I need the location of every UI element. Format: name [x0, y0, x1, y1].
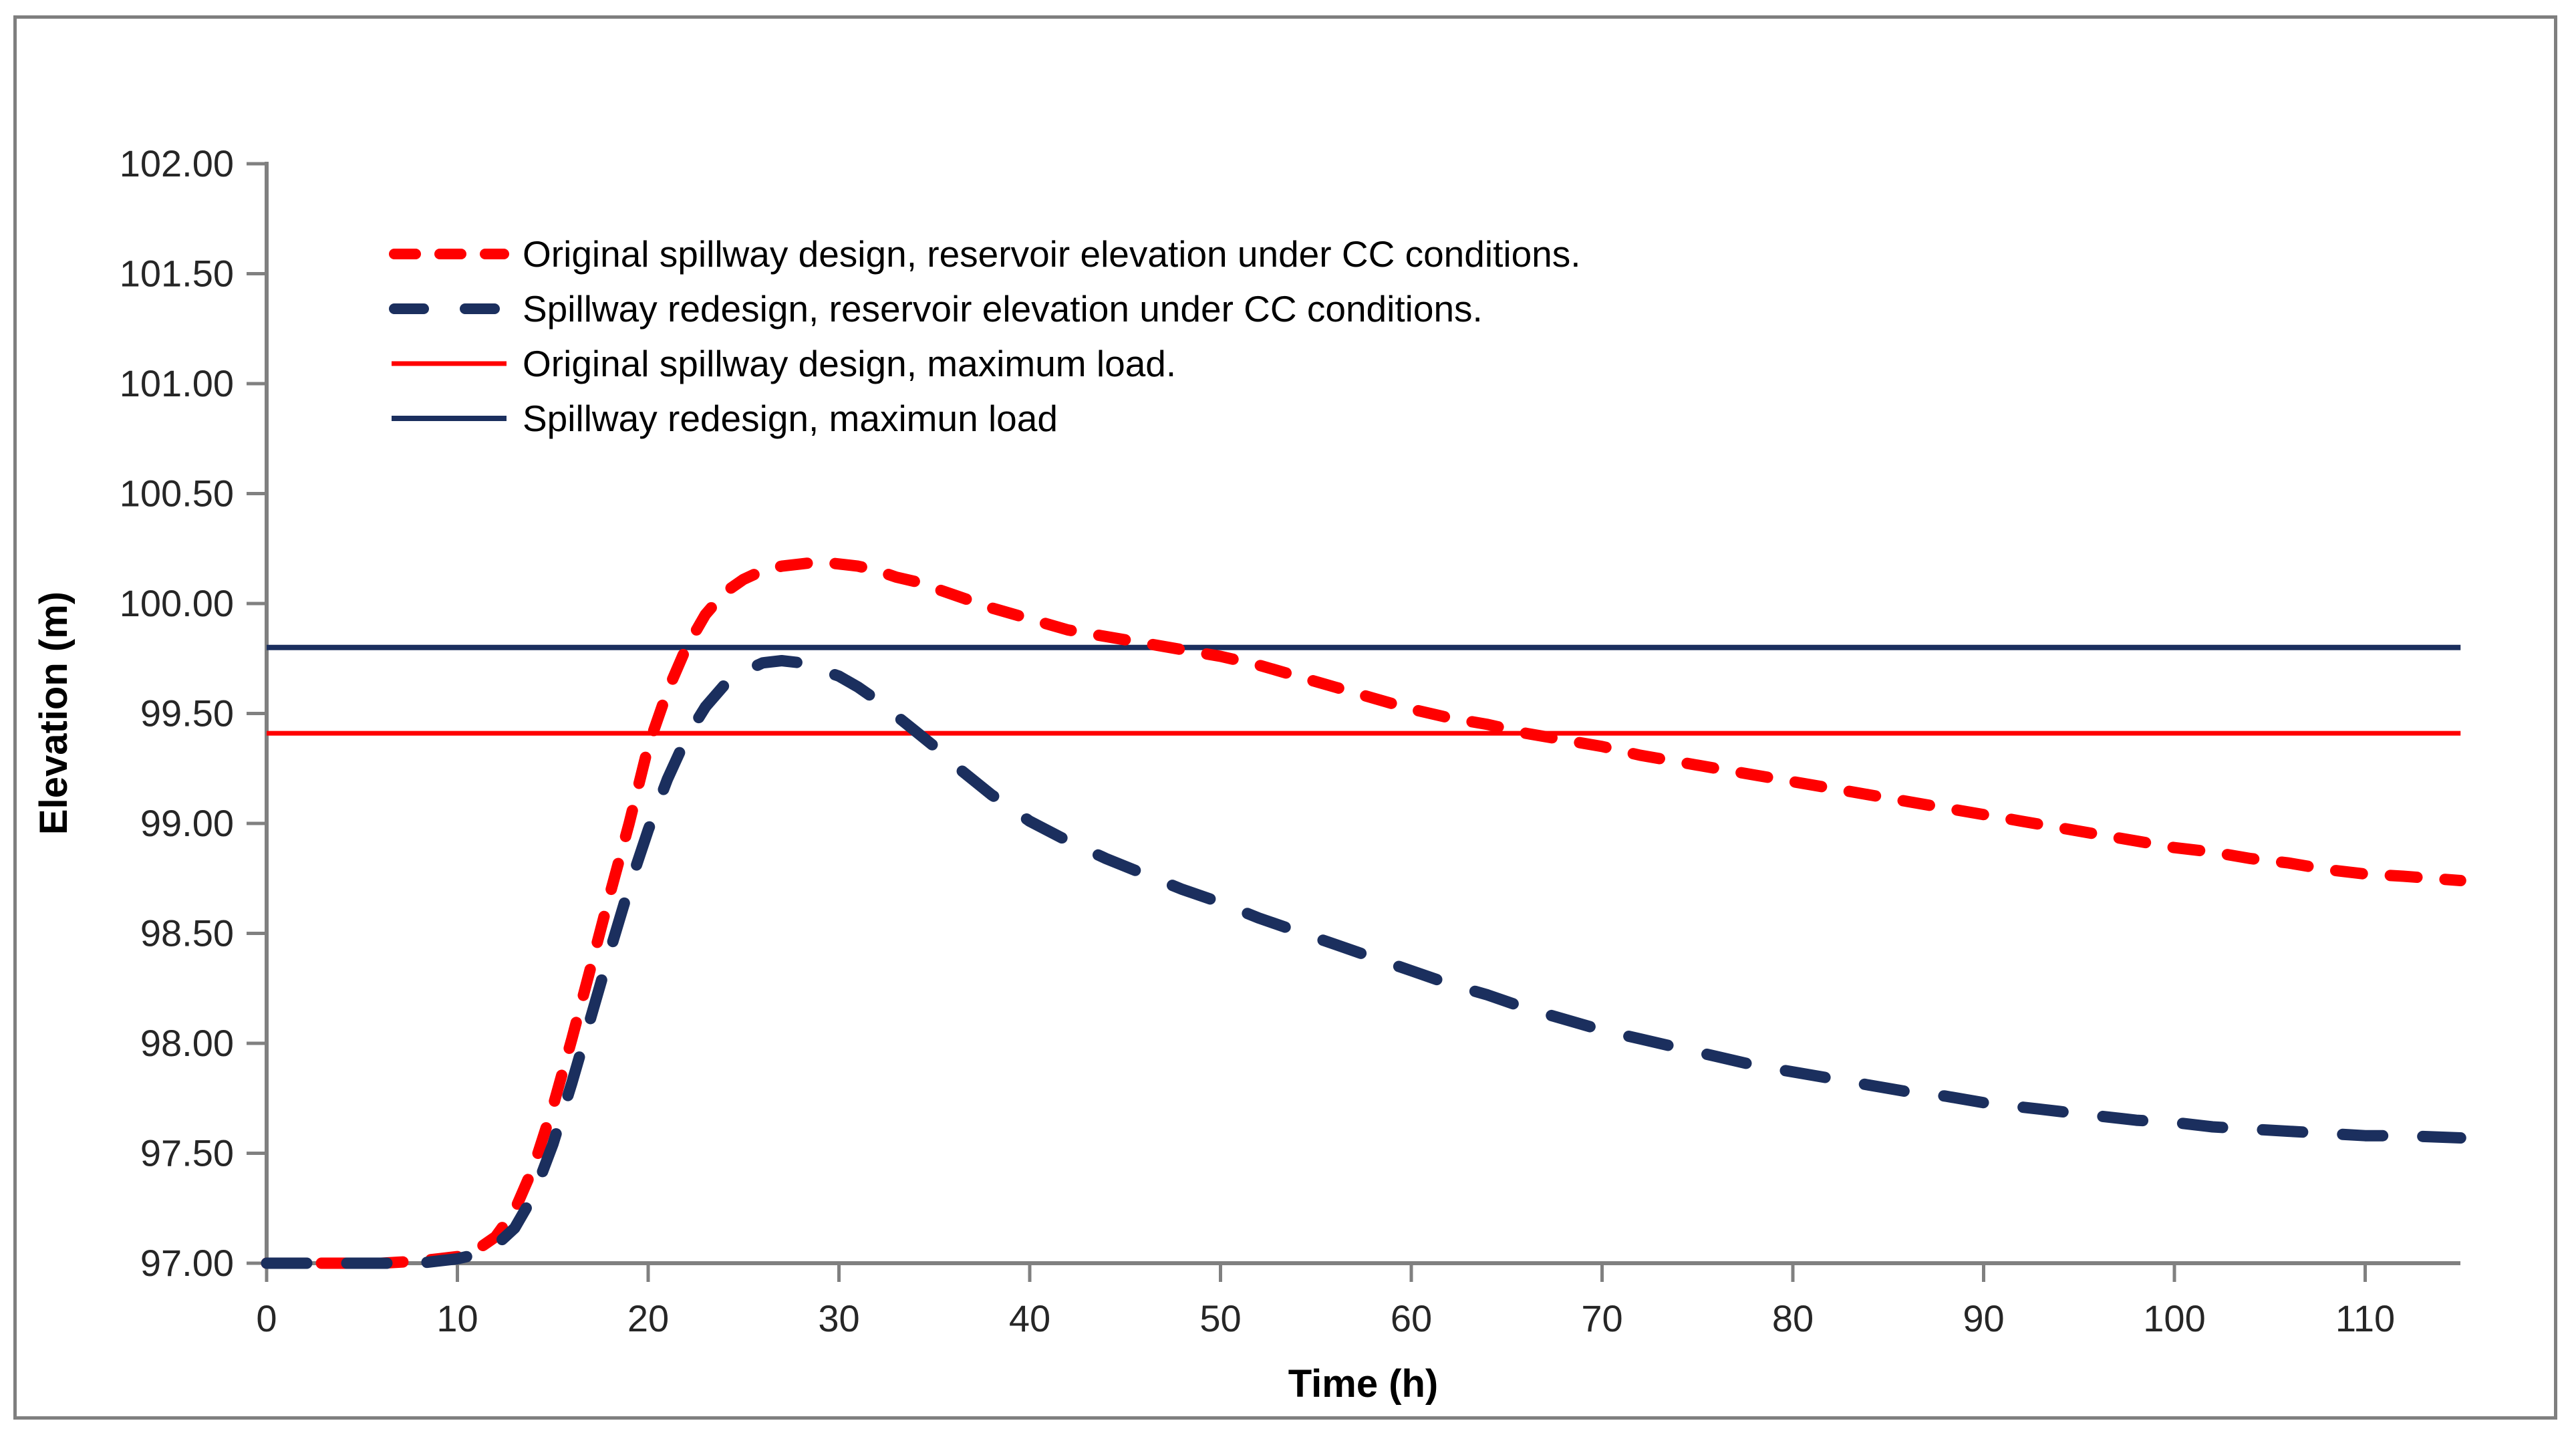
- y-tick-label: 99.00: [140, 802, 234, 844]
- x-tick-label: 10: [436, 1297, 478, 1339]
- y-tick-label: 100.00: [120, 582, 234, 624]
- y-axis-title: Elevation (m): [32, 592, 76, 835]
- series-lines: [261, 556, 2466, 1269]
- x-axis-title: Time (h): [1288, 1362, 1439, 1406]
- y-tick-label: 102.00: [120, 142, 234, 184]
- x-tick-label: 20: [627, 1297, 669, 1339]
- x-tick-label: 70: [1581, 1297, 1622, 1339]
- legend-item-original-maxload: Original spillway design, maximum load.: [389, 336, 1581, 391]
- y-tick-label: 101.00: [120, 362, 234, 404]
- legend-label: Spillway redesign, maximun load: [523, 397, 1058, 439]
- y-tick-label: 97.50: [140, 1132, 234, 1174]
- reservoir-elevation-curve: [261, 556, 2466, 1269]
- legend-item-redesign-cc: Spillway redesign, reservoir elevation u…: [389, 281, 1581, 336]
- navy-solid-line-sample: [392, 416, 507, 421]
- x-tick-label: 90: [1963, 1297, 2004, 1339]
- x-tick-label: 30: [818, 1297, 859, 1339]
- y-tick-label: 99.50: [140, 692, 234, 735]
- legend-item-original-cc: Original spillway design, reservoir elev…: [389, 227, 1581, 281]
- x-tick-label: 100: [2143, 1297, 2205, 1339]
- y-tick-label: 101.50: [120, 253, 234, 295]
- x-axis: 0 10 20 30 40 50 60 70 80 90 100 110: [256, 1261, 2460, 1339]
- navy-dashed-line-sample: [389, 303, 509, 314]
- y-axis: 102.00 101.50 101.00 100.50 100.00 99.50 99.00…: [120, 142, 269, 1284]
- x-tick-label: 50: [1199, 1297, 1241, 1339]
- x-tick-label: 40: [1009, 1297, 1050, 1339]
- y-tick-label: 98.50: [140, 912, 234, 954]
- y-tick-label: 98.00: [140, 1022, 234, 1064]
- legend-label: Original spillway design, maximum load.: [523, 342, 1177, 384]
- legend: Original spillway design, reservoir elev…: [389, 227, 1581, 446]
- red-solid-line-sample: [392, 361, 507, 366]
- legend-label: Spillway redesign, reservoir elevation u…: [523, 287, 1483, 330]
- x-tick-label: 0: [256, 1297, 277, 1339]
- y-tick-label: 100.50: [120, 473, 234, 515]
- x-tick-label: 110: [2335, 1297, 2395, 1339]
- x-tick-label: 60: [1391, 1297, 1432, 1339]
- legend-item-redesign-maxload: Spillway redesign, maximun load: [389, 391, 1581, 446]
- red-dashed-line-sample: [389, 249, 509, 259]
- y-tick-label: 97.00: [140, 1242, 234, 1284]
- x-tick-label: 80: [1772, 1297, 1814, 1339]
- legend-label: Original spillway design, reservoir elev…: [523, 233, 1581, 275]
- reservoir-elevation-curve: [261, 655, 2466, 1269]
